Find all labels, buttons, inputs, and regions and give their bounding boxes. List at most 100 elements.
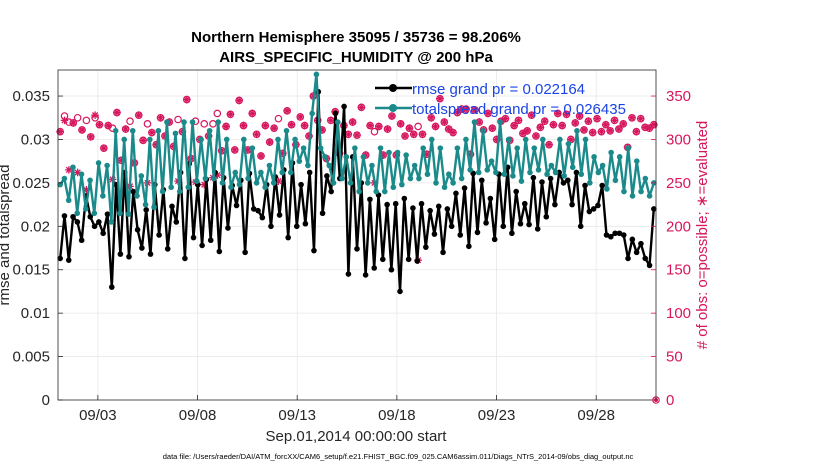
- evaluated-marker: [423, 150, 431, 159]
- totalspread-point: [121, 136, 128, 143]
- evaluated-marker: [619, 120, 628, 128]
- rmse-point: [268, 223, 274, 230]
- rmse-point: [474, 229, 481, 236]
- chart-title-line1: Northern Hemisphere 35095 / 35736 = 98.2…: [191, 29, 521, 46]
- rmse-point: [633, 249, 640, 256]
- totalspread-point: [642, 175, 649, 182]
- totalspread-point: [112, 127, 119, 134]
- rmse-point: [453, 190, 459, 197]
- totalspread-point: [232, 169, 239, 176]
- x-tick-label: 09/08: [179, 407, 217, 424]
- evaluated-marker: [545, 140, 553, 149]
- evaluated-marker: [628, 113, 636, 122]
- rmse-point: [543, 213, 550, 220]
- rmse-point: [608, 233, 614, 240]
- totalspread-point: [155, 127, 162, 134]
- totalspread-point: [129, 127, 136, 134]
- evaluated-marker: [348, 118, 357, 126]
- totalspread-point: [463, 136, 469, 143]
- right-tick-label: 250: [666, 175, 691, 192]
- evaluated-marker: [427, 113, 436, 122]
- rmse-point: [397, 288, 403, 295]
- totalspread-point: [497, 119, 503, 125]
- totalspread-point: [394, 149, 401, 156]
- rmse-point: [466, 243, 472, 250]
- data-file-footer: data file: /Users/raeder/DAI/ATM_forcXX/…: [163, 452, 634, 461]
- rmse-point: [341, 103, 347, 110]
- rmse-point: [444, 206, 451, 212]
- rmse-point: [552, 201, 558, 208]
- evaluated-marker: [571, 119, 580, 127]
- totalspread-point: [262, 184, 268, 191]
- possible-marker: [126, 117, 134, 126]
- totalspread-point: [287, 169, 294, 176]
- totalspread-point: [138, 173, 145, 179]
- totalspread-point: [176, 188, 183, 195]
- rmse-point: [182, 255, 188, 262]
- evaluated-marker: [641, 123, 649, 132]
- possible-marker: [274, 114, 283, 123]
- totalspread-point: [198, 136, 204, 143]
- rmse-point: [371, 265, 378, 271]
- totalspread-point: [108, 219, 115, 225]
- rmse-point: [255, 207, 261, 214]
- chart-title-line2: AIRS_SPECIFIC_HUMIDITY @ 200 hPa: [219, 49, 493, 66]
- totalspread-point: [228, 184, 234, 191]
- totalspread-point: [300, 145, 307, 151]
- rmse-point: [427, 207, 433, 214]
- rmse-point: [590, 206, 597, 212]
- evaluated-marker: [56, 127, 64, 136]
- rmse-point: [319, 210, 326, 217]
- totalspread-point: [578, 171, 585, 178]
- rmse-point: [573, 169, 580, 176]
- totalspread-point: [616, 154, 623, 160]
- totalspread-point: [522, 136, 529, 143]
- evaluated-marker: [318, 126, 326, 134]
- rmse-point: [100, 230, 106, 237]
- rmse-point: [367, 196, 373, 203]
- rmse-point: [448, 223, 455, 230]
- right-tick-label: 100: [666, 305, 691, 322]
- evaluated-marker: [148, 128, 156, 137]
- totalspread-point: [347, 180, 354, 186]
- totalspread-point: [420, 145, 427, 151]
- rmse-point: [293, 223, 300, 230]
- evaluated-marker: [226, 110, 235, 119]
- totalspread-point: [296, 158, 303, 164]
- totalspread-point: [441, 184, 448, 191]
- evaluated-marker: [353, 131, 361, 139]
- totalspread-point: [364, 180, 371, 186]
- totalspread-point: [360, 154, 367, 160]
- rmse-point: [164, 246, 171, 252]
- totalspread-point: [599, 162, 606, 169]
- evaluated-marker: [69, 119, 78, 127]
- x-tick-label: 09/13: [278, 407, 316, 424]
- evaluated-marker: [117, 156, 126, 165]
- evaluated-marker: [78, 126, 86, 134]
- rmse-point: [134, 226, 141, 233]
- rmse-point: [380, 256, 386, 263]
- rmse-point: [65, 257, 72, 263]
- totalspread-point: [381, 188, 388, 195]
- evaluated-marker: [82, 186, 91, 194]
- right-tick-label: 300: [666, 131, 691, 148]
- totalspread-point: [241, 136, 247, 143]
- rmse-point: [362, 272, 369, 278]
- evaluated-marker: [405, 124, 414, 132]
- totalspread-point: [480, 127, 486, 134]
- totalspread-point: [416, 175, 422, 182]
- totalspread-point: [164, 119, 170, 125]
- totalspread-point: [95, 160, 102, 166]
- rmse-point: [487, 195, 494, 202]
- rmse-point: [616, 230, 623, 237]
- totalspread-point: [569, 164, 576, 171]
- possible-marker: [82, 116, 91, 125]
- rmse-point: [646, 262, 653, 269]
- totalspread-point: [270, 180, 277, 186]
- totalspread-point: [552, 169, 559, 176]
- right-tick-label: 350: [666, 88, 691, 105]
- rmse-point: [156, 232, 162, 238]
- rmse-point: [620, 232, 627, 238]
- totalspread-point: [467, 167, 473, 173]
- evaluated-marker: [553, 109, 562, 118]
